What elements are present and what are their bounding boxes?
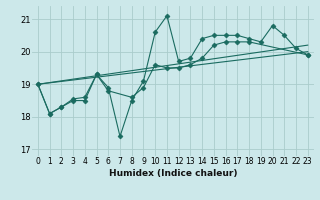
X-axis label: Humidex (Indice chaleur): Humidex (Indice chaleur) [108,169,237,178]
